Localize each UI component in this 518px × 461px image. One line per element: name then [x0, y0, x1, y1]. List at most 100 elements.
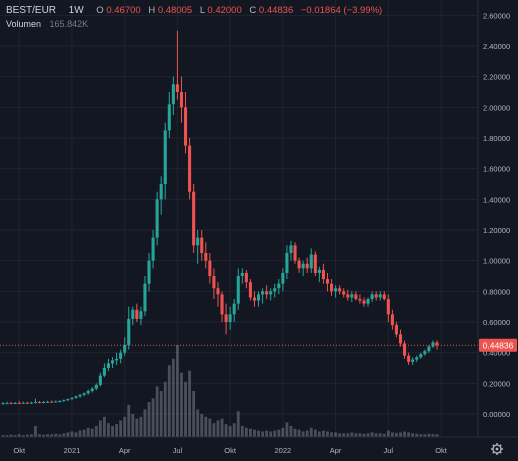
- candle-body: [21, 402, 25, 404]
- volume-bar: [200, 414, 204, 437]
- candle: [171, 76, 175, 115]
- volume-bar: [358, 433, 362, 437]
- candle: [86, 389, 90, 395]
- volume-bar: [38, 434, 41, 437]
- time-tick-label: 2022: [275, 446, 292, 455]
- candle: [212, 268, 216, 299]
- candle: [334, 285, 338, 298]
- candle-body: [82, 393, 86, 395]
- price-tick-label: 0.60000: [483, 318, 510, 327]
- candle-body: [155, 199, 159, 238]
- candle: [94, 383, 98, 391]
- volume-bar: [305, 430, 309, 437]
- interval-label[interactable]: 1W: [69, 5, 85, 16]
- volume-bar: [192, 391, 196, 437]
- candle-body: [159, 184, 163, 200]
- candle-body: [139, 311, 143, 319]
- candle: [204, 242, 208, 269]
- candle-body: [204, 253, 208, 261]
- volume-bar: [62, 433, 66, 437]
- candle: [394, 322, 398, 338]
- candle: [179, 76, 184, 123]
- volume-bar: [293, 428, 297, 437]
- candle: [127, 306, 131, 350]
- symbol-name[interactable]: BEST/EUR: [6, 5, 56, 16]
- candle-body: [261, 291, 265, 295]
- volume-bar: [163, 381, 167, 437]
- candle-body: [301, 263, 305, 269]
- candle: [382, 291, 386, 301]
- candle: [366, 297, 370, 307]
- candle-body: [115, 358, 119, 361]
- candle: [313, 251, 317, 276]
- high-label: H: [148, 5, 155, 16]
- price-tick-label: 1.60000: [483, 165, 510, 174]
- candle: [82, 392, 86, 397]
- candle: [252, 291, 257, 307]
- volume-bar: [334, 432, 338, 437]
- volume-bar: [42, 434, 45, 437]
- volume-bar: [403, 431, 406, 437]
- volume-bar: [119, 420, 123, 437]
- candle: [102, 363, 106, 378]
- candle: [362, 297, 366, 307]
- candle: [281, 268, 285, 292]
- candle: [54, 400, 58, 403]
- volume-bar: [123, 416, 127, 437]
- candle: [273, 283, 277, 298]
- candle-body: [398, 334, 403, 344]
- candle: [9, 401, 13, 405]
- volume-bar: [29, 434, 33, 437]
- ohlc-legend: BEST/EUR 1W O 0.46700 H 0.48005 L 0.4200…: [6, 5, 382, 29]
- gear-icon[interactable]: [491, 443, 503, 455]
- candle: [350, 291, 354, 303]
- candle-body: [33, 402, 37, 404]
- low-label: L: [200, 5, 205, 16]
- candle-body: [143, 283, 147, 312]
- candle-body: [362, 300, 366, 304]
- price-axis[interactable]: 0.00000 0.20000 0.40000 0.60000 0.80000 1.000…: [483, 11, 510, 419]
- change-value: −0.01864 (−3.99%): [301, 5, 382, 16]
- volume-bar: [427, 433, 431, 437]
- candle-body: [167, 104, 171, 131]
- volume-bar: [66, 432, 70, 437]
- candle: [139, 306, 143, 326]
- volume-bars: [1, 345, 439, 437]
- candle: [106, 358, 110, 372]
- volume-bar: [151, 398, 155, 437]
- candle-body: [58, 400, 62, 402]
- volume-bar: [415, 433, 419, 437]
- candle: [200, 230, 204, 261]
- candle: [248, 279, 252, 301]
- time-axis[interactable]: Okt 2021 Apr Jul Okt 2022 Apr Jul Okt: [13, 446, 447, 455]
- time-tick-label: Jul: [173, 446, 183, 455]
- volume-bar: [58, 434, 62, 437]
- candle-body: [366, 299, 370, 304]
- candle-body: [135, 309, 139, 319]
- candle: [167, 92, 171, 138]
- legend-line: BEST/EUR 1W O 0.46700 H 0.48005 L 0.4200…: [6, 5, 382, 16]
- candle: [192, 184, 196, 253]
- candle-body: [17, 402, 21, 404]
- candle-body: [252, 297, 257, 301]
- candle-body: [50, 401, 54, 403]
- price-tick-label: 0.20000: [483, 379, 510, 388]
- candle-body: [289, 245, 293, 253]
- volume-bar: [265, 430, 269, 437]
- candle: [378, 291, 382, 301]
- candle-body: [5, 403, 9, 405]
- candle: [29, 401, 33, 404]
- open-label: O: [96, 5, 103, 16]
- candle: [119, 349, 123, 364]
- candle: [411, 357, 415, 365]
- volume-bar: [34, 425, 37, 437]
- volume-label[interactable]: Volumen: [6, 19, 41, 29]
- candle-body: [196, 237, 200, 246]
- volume-bar: [127, 404, 131, 437]
- candle-body: [86, 391, 90, 394]
- candle: [431, 340, 435, 349]
- candle-body: [188, 145, 192, 192]
- candle: [21, 401, 25, 404]
